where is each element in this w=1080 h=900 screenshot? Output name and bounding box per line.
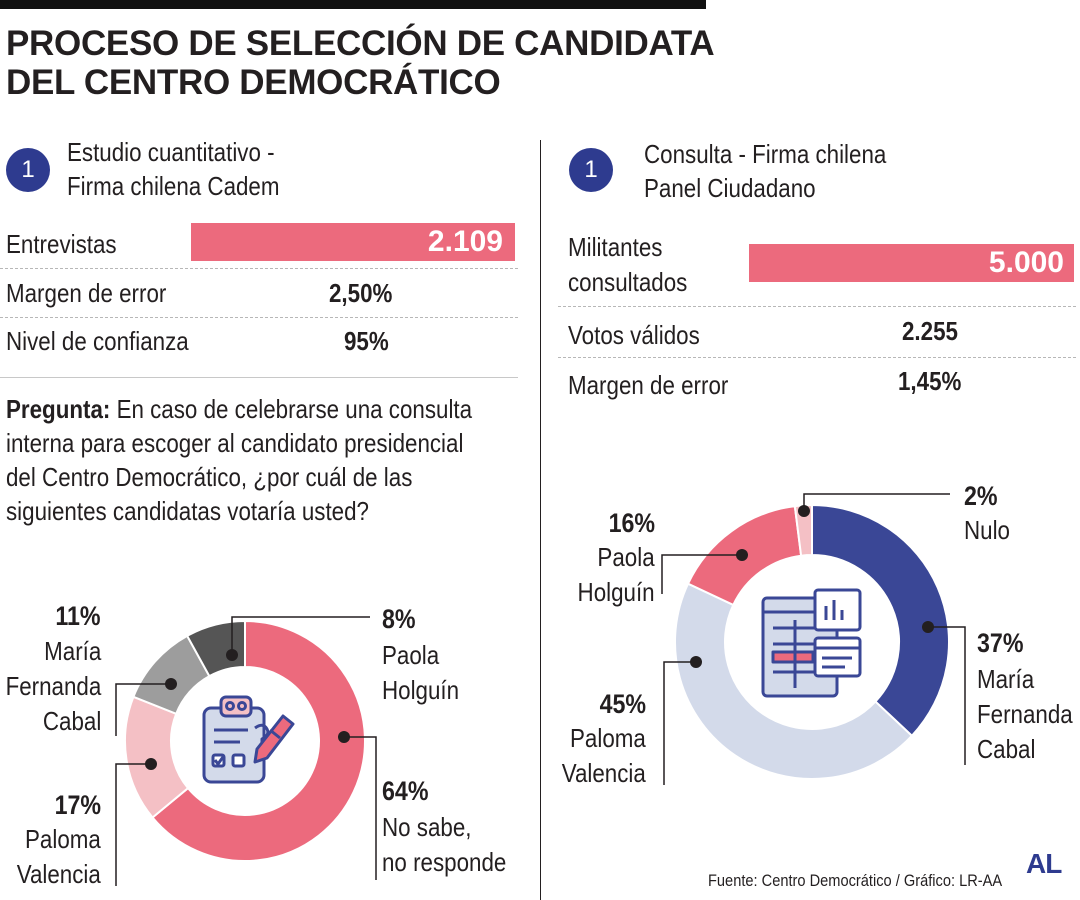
slice-pct-holguin-right: 16% xyxy=(608,508,655,538)
name-line: Valencia xyxy=(561,758,646,788)
left-donut-slice-0 xyxy=(151,619,366,862)
row-separator xyxy=(558,357,1076,358)
slice-pct-holguin-left: 8% xyxy=(382,604,416,634)
name-line: Fernanda xyxy=(5,671,101,701)
left-heading-line-1: Estudio cuantitativo - xyxy=(67,137,275,167)
top-rule xyxy=(0,0,706,9)
valid-votes-label: Votos válidos xyxy=(568,320,700,350)
question-label: Pregunta: xyxy=(6,394,111,424)
interviews-label: Entrevistas xyxy=(6,229,117,259)
slice-name-valencia-right: Paloma Valencia xyxy=(562,721,646,791)
left-margin-label: Margen de error xyxy=(6,278,167,308)
left-margin-value: 2,50% xyxy=(329,278,393,308)
slice-name-holguin-right: Paola Holguín xyxy=(578,540,655,610)
spreadsheet-report-icon xyxy=(761,588,862,698)
name-line: María xyxy=(43,636,101,666)
clipboard-survey-icon xyxy=(202,695,295,784)
page-title-line-1: PROCESO DE SELECCIÓN DE CANDIDATA xyxy=(6,24,715,63)
slice-name-valencia-left: Paloma Valencia xyxy=(17,822,101,892)
row-separator xyxy=(0,268,518,269)
leader-line-cabal-right xyxy=(928,626,966,765)
slice-name-nulo: Nulo xyxy=(964,513,1010,548)
name-line: no responde xyxy=(382,847,507,877)
slice-name-cabal-right: María Fernanda Cabal xyxy=(977,662,1073,767)
row-separator xyxy=(0,317,518,318)
right-margin-label: Margen de error xyxy=(568,370,729,400)
right-donut-slice-0 xyxy=(811,503,950,738)
slice-pct-cabal-left: 11% xyxy=(55,601,101,631)
slice-pct-nulo: 2% xyxy=(964,481,998,511)
name-line: Valencia xyxy=(16,859,101,889)
label-line: consultados xyxy=(568,267,688,297)
name-line: Paloma xyxy=(570,723,646,753)
leader-dot xyxy=(145,758,157,770)
name-line: Nulo xyxy=(964,515,1010,545)
leader-line-valencia-left xyxy=(115,763,151,886)
leader-dot xyxy=(165,678,177,690)
slice-pct-valencia-right: 45% xyxy=(599,689,646,719)
right-donut-slice-1 xyxy=(674,582,914,780)
slice-pct-cabal-right: 37% xyxy=(977,628,1024,658)
name-line: Holguín xyxy=(382,675,460,705)
source-note: Fuente: Centro Democrático / Gráfico: LR… xyxy=(708,871,1003,890)
left-heading-line-2: Firma chilena Cadem xyxy=(67,171,280,201)
right-step-badge: 1 xyxy=(569,148,613,192)
left-donut-slice-3 xyxy=(185,619,246,678)
name-line: Paola xyxy=(597,542,655,572)
leader-line-holguin-left xyxy=(231,616,370,655)
right-heading-line-2: Panel Ciudadano xyxy=(644,173,816,203)
page-title-line-2: DEL CENTRO DEMOCRÁTICO xyxy=(6,63,501,102)
leader-dot xyxy=(338,731,350,743)
leader-dot xyxy=(798,505,810,517)
slice-name-cabal-left: María Fernanda Cabal xyxy=(5,634,101,739)
label-line: Militantes xyxy=(568,232,663,262)
section-separator xyxy=(0,377,518,378)
right-donut-slice-3 xyxy=(793,503,813,557)
name-line: María xyxy=(977,664,1035,694)
publisher-logo: AL xyxy=(1026,848,1062,879)
column-divider xyxy=(540,140,541,900)
leader-dot xyxy=(690,656,702,668)
survey-question: Pregunta: En caso de celebrarse una cons… xyxy=(6,392,488,528)
page-title: PROCESO DE SELECCIÓN DE CANDIDATA DEL CE… xyxy=(6,24,726,102)
slice-name-no-sabe: No sabe, no responde xyxy=(382,810,506,880)
leader-line-holguin-right xyxy=(661,554,742,594)
leader-dot xyxy=(736,549,748,561)
leader-dot xyxy=(922,621,934,633)
name-line: Fernanda xyxy=(977,699,1073,729)
right-heading-line-1: Consulta - Firma chilena xyxy=(644,139,887,169)
valid-votes-value: 2.255 xyxy=(902,316,958,346)
name-line: No sabe, xyxy=(382,812,472,842)
name-line: Holguín xyxy=(577,577,655,607)
slice-pct-no-sabe: 64% xyxy=(382,776,429,806)
militants-bar: 5.000 xyxy=(749,244,1074,282)
leader-dot xyxy=(226,649,238,661)
leader-line-no-sabe xyxy=(344,736,377,880)
name-line: Paloma xyxy=(25,824,101,854)
left-step-badge: 1 xyxy=(6,148,50,192)
leader-line-valencia-right xyxy=(663,661,696,785)
name-line: Cabal xyxy=(977,734,1036,764)
militants-value: 5.000 xyxy=(988,246,1064,279)
interviews-value: 2.109 xyxy=(427,225,503,258)
confidence-value: 95% xyxy=(344,326,389,356)
name-line: Cabal xyxy=(42,706,101,736)
name-line: Paola xyxy=(382,640,440,670)
leader-line-cabal-left xyxy=(115,683,171,736)
row-separator xyxy=(558,306,1076,307)
left-donut-chart xyxy=(115,616,377,886)
confidence-label: Nivel de confianza xyxy=(6,326,189,356)
interviews-bar: 2.109 xyxy=(191,223,515,261)
militants-label: Militantes consultados xyxy=(568,230,687,300)
slice-pct-valencia-left: 17% xyxy=(54,790,101,820)
right-margin-value: 1,45% xyxy=(898,366,962,396)
question-text: En caso de celebrarse una consulta inter… xyxy=(6,394,473,526)
right-donut-chart xyxy=(661,493,966,785)
slice-name-holguin-left: Paola Holguín xyxy=(382,638,459,708)
